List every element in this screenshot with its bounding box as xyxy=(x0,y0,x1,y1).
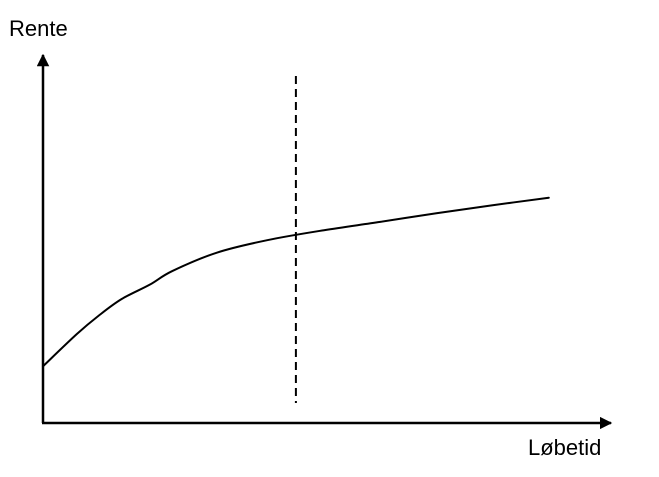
x-axis-label: Løbetid xyxy=(528,435,602,460)
y-axis-label: Rente xyxy=(9,16,68,41)
yield-curve-line xyxy=(42,196,550,368)
